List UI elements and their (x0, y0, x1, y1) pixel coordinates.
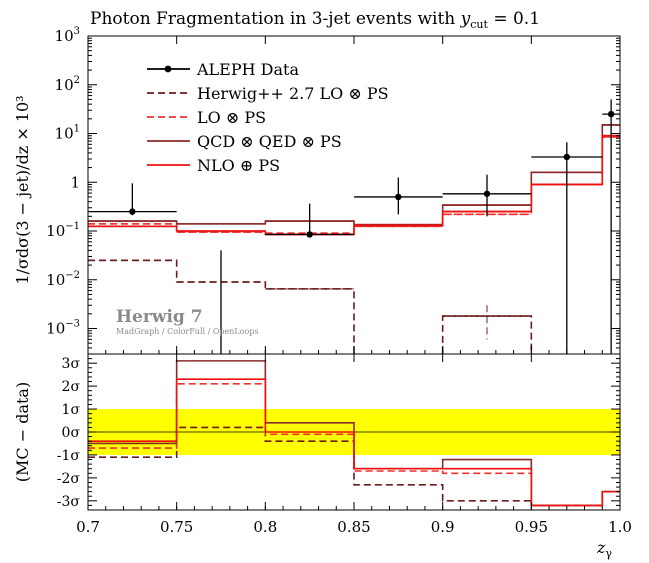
ratio-y-tick-label: -2σ (57, 471, 81, 487)
series-main-2 (88, 124, 620, 226)
y-tick-label: 103 (55, 26, 80, 45)
x-tick-label: 0.75 (160, 518, 193, 536)
y-tick-label: 101 (55, 124, 80, 143)
data-points (88, 99, 620, 354)
legend-marker-0 (164, 65, 172, 73)
data-point-5 (563, 153, 570, 161)
series-2-outline (88, 124, 620, 226)
x-tick-label: 0.95 (515, 518, 548, 536)
ratio-y-tick-label: -3σ (57, 494, 81, 510)
y-tick-label: 10−3 (46, 319, 80, 338)
series-3-outline (88, 134, 620, 236)
legend-label-3: QCD ⊗ QED ⊗ PS (197, 132, 342, 151)
data-point-0 (129, 208, 136, 215)
data-point-2 (306, 231, 313, 238)
title-tail: = 0.1 (488, 9, 540, 29)
legend-label-4: NLO ⊕ PS (197, 156, 280, 175)
herwig-watermark-title: Herwig 7 (116, 307, 203, 327)
legend-label-1: Herwig++ 2.7 LO ⊗ PS (197, 84, 389, 103)
title-var: y (460, 9, 471, 29)
data-point-3 (395, 193, 402, 201)
ratio-y-tick-label: 1σ (62, 402, 81, 418)
series-1-outline (88, 136, 620, 235)
series-ratio-3 (88, 378, 620, 507)
title-sub: cut (470, 18, 488, 31)
data-point-6 (607, 110, 615, 118)
y-tick-label: 10−2 (46, 270, 80, 289)
x-tick-label: 0.85 (337, 518, 370, 536)
herwig-watermark-subtitle: MadGraph / ColorFull / OpenLoops (116, 327, 259, 336)
title-main: Photon Fragmentation in 3-jet events wit… (90, 9, 461, 29)
series-3-ratio-outline (88, 378, 620, 507)
x-axis-var: z (596, 538, 606, 557)
ratio-y-tick-label: 2σ (62, 379, 81, 395)
x-axis-label: zγ (596, 538, 612, 560)
series-main-3 (88, 134, 620, 236)
x-tick-label: 0.9 (431, 518, 455, 536)
legend-label-2: LO ⊗ PS (197, 108, 266, 127)
ratio-y-tick-label: 0σ (62, 425, 81, 441)
data-point-4 (483, 190, 491, 197)
y-tick-label: 10−1 (46, 221, 80, 240)
legend: ALEPH Data Herwig++ 2.7 LO ⊗ PS LO ⊗ PS QCD… (147, 60, 389, 175)
x-axis-sub: γ (605, 547, 612, 560)
x-tick-label: 0.7 (76, 518, 100, 536)
y-tick-label: 1 (70, 173, 80, 191)
y-axis-label: 1/σdσ(3 − jet)/dz × 10³ (13, 95, 32, 284)
x-tick-label: 0.8 (253, 518, 277, 536)
ratio-y-tick-label: 3σ (62, 356, 81, 372)
ratio-y-tick-label: -1σ (57, 448, 81, 464)
series-0-outline (88, 259, 533, 354)
ratio-y-axis-label: (MC − data) (13, 382, 32, 482)
legend-label-0: ALEPH Data (196, 60, 299, 79)
x-tick-label: 1.0 (608, 518, 632, 536)
y-tick-label: 102 (55, 75, 80, 94)
chart-title: Photon Fragmentation in 3-jet events wit… (90, 9, 540, 31)
